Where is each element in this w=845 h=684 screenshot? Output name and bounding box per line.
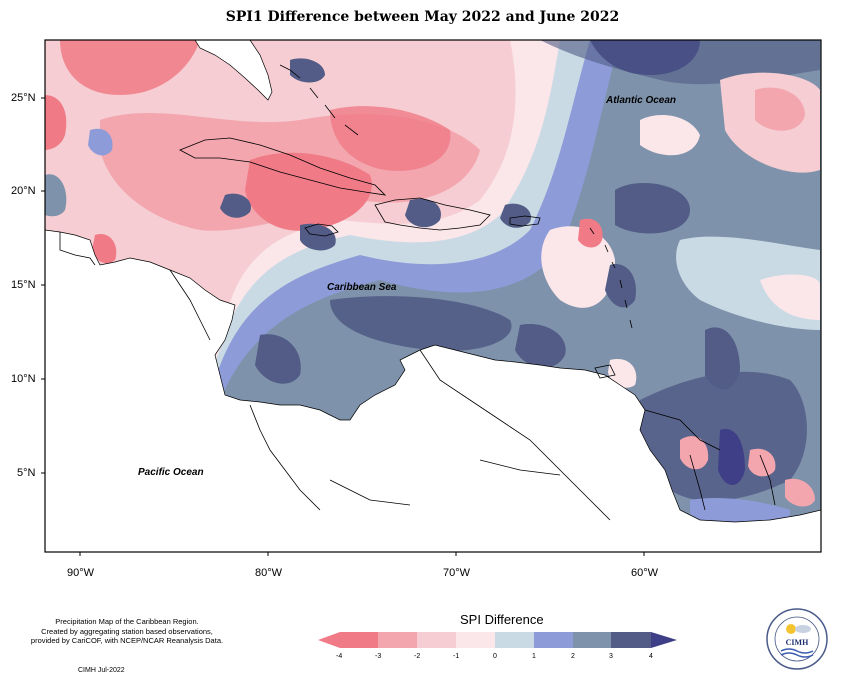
legend-tick: -3 (375, 653, 382, 660)
lon-label-80w: 80°W (255, 567, 283, 579)
legend-colorbar (318, 632, 677, 648)
spi-field (45, 40, 821, 552)
map-frame (44, 39, 822, 553)
footnote-line-3: provided by CariCOF, with NCEP/NCAR Rean… (30, 636, 224, 645)
legend-tick: -1 (453, 653, 460, 660)
legend-tick: 4 (649, 653, 653, 660)
footnote-line-2: Created by aggregating station based obs… (41, 626, 213, 636)
wave-icon (780, 648, 814, 654)
coastlines (59, 64, 776, 521)
sun-icon (786, 624, 796, 634)
land-mask (45, 40, 821, 552)
logo-text: CIMH (786, 638, 809, 647)
legend-tick: 2 (571, 653, 575, 660)
map-title: SPI1 Difference between May 2022 and Jun… (225, 9, 620, 25)
legend-tick: -2 (414, 653, 421, 660)
footnote-line-1: Precipitation Map of the Caribbean Regio… (55, 617, 199, 626)
lon-label-70w: 70°W (443, 567, 471, 579)
pacific-ocean-label: Pacific Ocean (138, 467, 204, 478)
lon-label-90w: 90°W (67, 567, 95, 579)
caribbean-sea-label: Caribbean Sea (327, 282, 397, 293)
lat-label-25n: 25°N (11, 92, 36, 104)
lat-label-5n: 5°N (17, 467, 36, 479)
footnote: Precipitation Map of the Caribbean Regio… (12, 617, 242, 646)
legend-tick: 3 (609, 653, 613, 660)
lon-label-60w: 60°W (631, 567, 659, 579)
atlantic-ocean-label: Atlantic Ocean (606, 95, 677, 106)
axis-ticks (41, 97, 645, 556)
legend-title: SPI Difference (460, 612, 544, 627)
cimh-logo: CIMH (766, 608, 828, 670)
lat-label-10n: 10°N (11, 373, 36, 385)
lat-label-15n: 15°N (11, 279, 36, 291)
legend-tick: 0 (493, 653, 497, 660)
lat-label-20n: 20°N (11, 185, 36, 197)
credit-text: CIMH Jul-2022 (78, 667, 125, 674)
legend-tick: 1 (532, 653, 536, 660)
legend-tick: -4 (336, 653, 343, 660)
cloud-icon (795, 625, 811, 633)
